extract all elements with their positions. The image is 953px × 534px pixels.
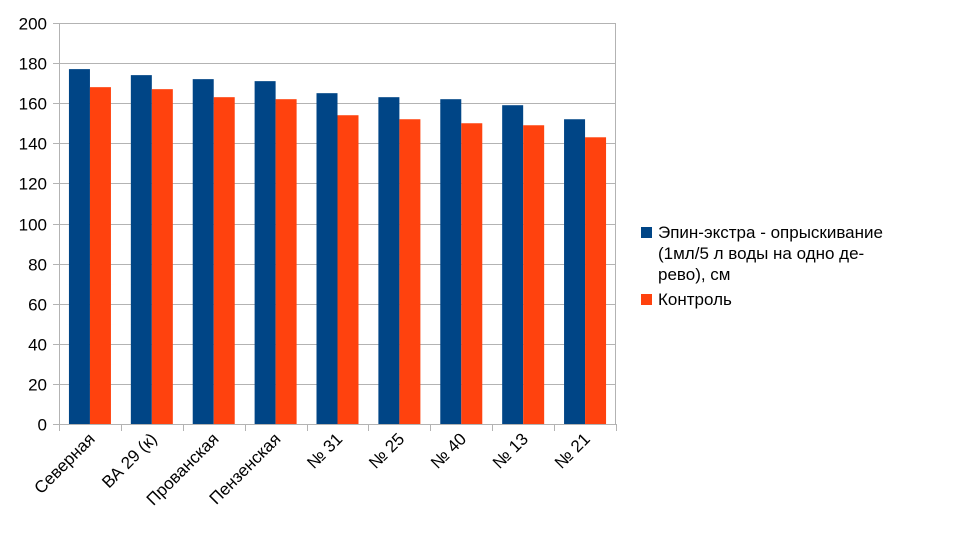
- y-tick-label: 60: [28, 296, 47, 315]
- bar-series-2: [399, 119, 421, 425]
- bars: [68, 69, 607, 425]
- bar-series-2: [585, 137, 607, 424]
- bar-series-1: [254, 81, 276, 425]
- legend-line: (1мл/5 л воды на одно де-: [658, 244, 865, 263]
- y-tick-label: 140: [19, 135, 47, 154]
- bar-series-2: [523, 125, 545, 424]
- bar-series-1: [378, 97, 400, 424]
- y-tick-label: 100: [19, 216, 47, 235]
- legend-label-series-2: Контроль: [658, 289, 951, 310]
- bar-series-2: [461, 123, 483, 424]
- bar-series-1: [192, 79, 214, 424]
- x-tick-label: № 40: [427, 429, 470, 472]
- y-tick-label: 160: [19, 95, 47, 114]
- x-tick-label: № 25: [365, 429, 408, 472]
- bar-series-2: [89, 87, 111, 424]
- axes: [53, 23, 617, 431]
- legend-line: рево), см: [658, 265, 731, 284]
- bar-series-1: [564, 119, 586, 425]
- y-tick-label: 180: [19, 55, 47, 74]
- legend-item-series-2: Контроль: [641, 289, 951, 310]
- legend-item-series-1: Эпин-экстра - опрыскивание (1мл/5 л воды…: [641, 222, 951, 285]
- y-tick-labels: 0 20 40 60 80 100 120 140 160 180 200: [19, 15, 47, 435]
- y-tick-label: 200: [19, 15, 47, 34]
- y-tick-label: 80: [28, 256, 47, 275]
- bar-series-2: [337, 115, 359, 424]
- legend: Эпин-экстра - опрыскивание (1мл/5 л воды…: [641, 222, 951, 314]
- legend-label-series-1: Эпин-экстра - опрыскивание (1мл/5 л воды…: [658, 222, 951, 285]
- bar-series-1: [130, 75, 152, 424]
- y-tick-label: 120: [19, 175, 47, 194]
- bar-series-2: [151, 89, 173, 424]
- x-tick-label: № 31: [303, 429, 346, 472]
- bar-series-1: [68, 69, 90, 425]
- bar-series-1: [440, 99, 462, 424]
- bar-series-2: [275, 99, 297, 424]
- y-tick-label: 0: [38, 416, 47, 435]
- legend-swatch-series-1: [641, 227, 652, 238]
- bar-series-1: [316, 93, 338, 425]
- legend-swatch-series-2: [641, 294, 652, 305]
- legend-line: Эпин-экстра - опрыскивание: [658, 223, 883, 242]
- y-tick-label: 40: [28, 336, 47, 355]
- x-tick-label: № 21: [551, 429, 594, 472]
- x-tick-label: Северная: [31, 429, 99, 497]
- bar-series-2: [213, 97, 235, 424]
- x-tick-label: № 13: [489, 429, 532, 472]
- y-tick-label: 20: [28, 376, 47, 395]
- x-tick-label: ВА 29 (к): [98, 429, 160, 491]
- legend-line: Контроль: [658, 290, 732, 309]
- bar-series-1: [502, 105, 524, 424]
